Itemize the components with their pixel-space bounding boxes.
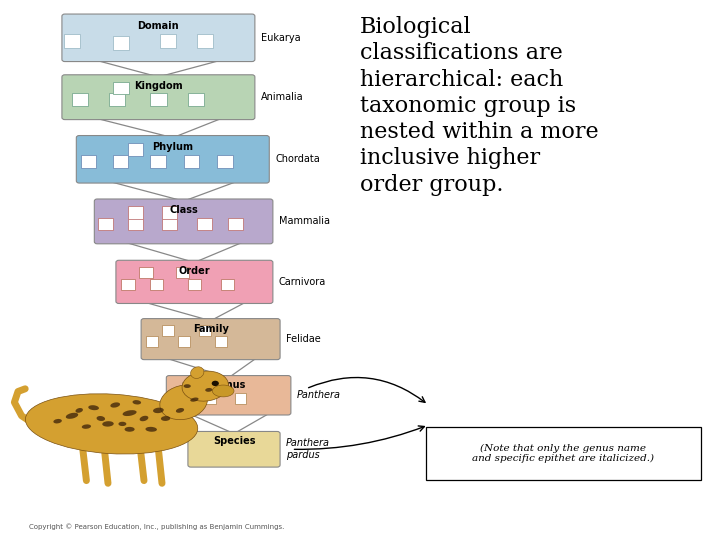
FancyBboxPatch shape	[160, 34, 176, 48]
FancyBboxPatch shape	[127, 143, 143, 157]
FancyBboxPatch shape	[162, 218, 177, 230]
FancyBboxPatch shape	[217, 382, 228, 393]
Text: Panthera
pardus: Panthera pardus	[286, 438, 330, 460]
Ellipse shape	[102, 421, 114, 427]
Text: Eukarya: Eukarya	[261, 33, 300, 43]
FancyBboxPatch shape	[127, 218, 143, 230]
Ellipse shape	[119, 422, 127, 426]
Circle shape	[212, 381, 219, 386]
FancyBboxPatch shape	[221, 279, 235, 290]
Ellipse shape	[212, 385, 234, 397]
FancyBboxPatch shape	[197, 218, 212, 230]
Ellipse shape	[25, 394, 198, 454]
FancyBboxPatch shape	[188, 93, 204, 106]
Ellipse shape	[110, 402, 120, 408]
FancyBboxPatch shape	[81, 156, 96, 168]
FancyBboxPatch shape	[113, 36, 129, 50]
FancyBboxPatch shape	[113, 82, 129, 94]
Ellipse shape	[153, 408, 163, 413]
FancyBboxPatch shape	[139, 267, 153, 278]
FancyBboxPatch shape	[98, 218, 114, 230]
FancyBboxPatch shape	[162, 325, 174, 336]
Ellipse shape	[191, 367, 204, 379]
FancyBboxPatch shape	[64, 34, 81, 48]
Ellipse shape	[132, 400, 141, 404]
FancyBboxPatch shape	[112, 156, 128, 168]
FancyBboxPatch shape	[150, 156, 166, 168]
Ellipse shape	[205, 388, 212, 392]
FancyBboxPatch shape	[94, 199, 273, 244]
Text: Copyright © Pearson Education, Inc., publishing as Benjamin Cummings.: Copyright © Pearson Education, Inc., pub…	[29, 524, 284, 530]
FancyBboxPatch shape	[166, 376, 291, 415]
FancyBboxPatch shape	[127, 206, 143, 219]
FancyBboxPatch shape	[199, 325, 212, 336]
Ellipse shape	[89, 405, 99, 410]
FancyBboxPatch shape	[184, 156, 199, 168]
FancyBboxPatch shape	[188, 279, 201, 290]
Text: Animalia: Animalia	[261, 92, 303, 102]
Ellipse shape	[190, 397, 199, 402]
Text: Genus: Genus	[212, 381, 246, 390]
Text: Panthera: Panthera	[297, 390, 341, 400]
Ellipse shape	[53, 419, 62, 423]
Text: Chordata: Chordata	[275, 154, 320, 164]
Ellipse shape	[76, 408, 83, 413]
Text: Order: Order	[179, 266, 210, 276]
FancyBboxPatch shape	[150, 93, 166, 106]
FancyBboxPatch shape	[76, 136, 269, 183]
Text: Phylum: Phylum	[153, 142, 193, 152]
Ellipse shape	[145, 427, 157, 432]
Text: Species: Species	[212, 436, 256, 446]
FancyBboxPatch shape	[62, 14, 255, 62]
FancyBboxPatch shape	[109, 93, 125, 106]
Text: Class: Class	[169, 205, 198, 215]
FancyBboxPatch shape	[176, 267, 189, 278]
FancyBboxPatch shape	[215, 336, 228, 347]
Text: Kingdom: Kingdom	[134, 81, 183, 91]
Ellipse shape	[161, 416, 170, 421]
FancyBboxPatch shape	[217, 156, 233, 168]
Text: Domain: Domain	[138, 21, 179, 31]
Ellipse shape	[66, 413, 78, 419]
Ellipse shape	[140, 416, 148, 421]
Ellipse shape	[82, 424, 91, 429]
FancyBboxPatch shape	[188, 431, 280, 467]
FancyBboxPatch shape	[146, 336, 158, 347]
FancyBboxPatch shape	[121, 279, 135, 290]
Text: Mammalia: Mammalia	[279, 217, 330, 226]
Text: Felidae: Felidae	[286, 334, 320, 344]
Ellipse shape	[184, 384, 191, 388]
FancyBboxPatch shape	[62, 75, 255, 120]
FancyBboxPatch shape	[426, 427, 701, 480]
FancyBboxPatch shape	[176, 393, 186, 404]
Text: Family: Family	[193, 324, 228, 334]
FancyBboxPatch shape	[150, 279, 163, 290]
FancyBboxPatch shape	[178, 336, 190, 347]
FancyBboxPatch shape	[205, 393, 216, 404]
FancyBboxPatch shape	[71, 93, 88, 106]
FancyBboxPatch shape	[141, 319, 280, 360]
FancyBboxPatch shape	[197, 34, 213, 48]
Ellipse shape	[96, 416, 105, 421]
FancyBboxPatch shape	[116, 260, 273, 303]
Text: Biological
classifications are
hierarchical: each
taxonomic group is
nested with: Biological classifications are hierarchi…	[360, 16, 598, 195]
Ellipse shape	[122, 410, 137, 416]
Ellipse shape	[125, 427, 135, 432]
Text: Carnivora: Carnivora	[279, 277, 326, 287]
FancyBboxPatch shape	[228, 218, 243, 230]
Ellipse shape	[176, 408, 184, 413]
Text: (Note that only the genus name
and specific epithet are italicized.): (Note that only the genus name and speci…	[472, 444, 654, 463]
FancyBboxPatch shape	[235, 393, 246, 404]
FancyBboxPatch shape	[181, 382, 192, 393]
Ellipse shape	[160, 385, 207, 420]
Ellipse shape	[182, 371, 228, 401]
FancyBboxPatch shape	[162, 206, 177, 219]
